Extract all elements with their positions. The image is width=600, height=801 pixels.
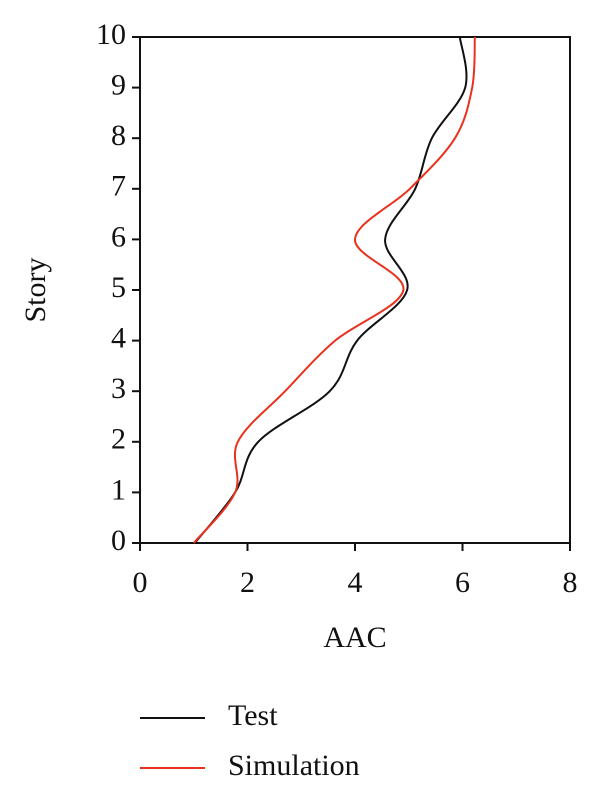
y-tick-label: 3 <box>111 372 126 405</box>
x-tick-label: 8 <box>563 566 578 599</box>
data-line <box>194 36 468 544</box>
x-tick-label: 0 <box>133 566 148 599</box>
y-tick-label: 1 <box>111 473 126 506</box>
x-axis-label: AAC <box>323 621 386 654</box>
plot-frame <box>139 36 571 544</box>
y-tick-label: 7 <box>111 170 126 203</box>
x-tick-label: 6 <box>455 566 470 599</box>
x-tick-label: 4 <box>348 566 363 599</box>
legend-label: Test <box>228 699 278 732</box>
y-tick-label: 5 <box>111 271 126 304</box>
y-tick-label: 0 <box>111 524 126 557</box>
y-tick-label: 9 <box>111 68 126 101</box>
y-tick-label: 10 <box>96 18 126 51</box>
y-tick-label: 6 <box>111 220 126 253</box>
legend-label: Simulation <box>228 749 360 782</box>
y-axis-label: Story <box>19 257 52 322</box>
data-line <box>192 36 476 544</box>
y-tick-label: 2 <box>111 423 126 456</box>
y-tick-label: 4 <box>111 321 126 354</box>
y-tick-label: 8 <box>111 119 126 152</box>
x-tick-label: 2 <box>240 566 255 599</box>
